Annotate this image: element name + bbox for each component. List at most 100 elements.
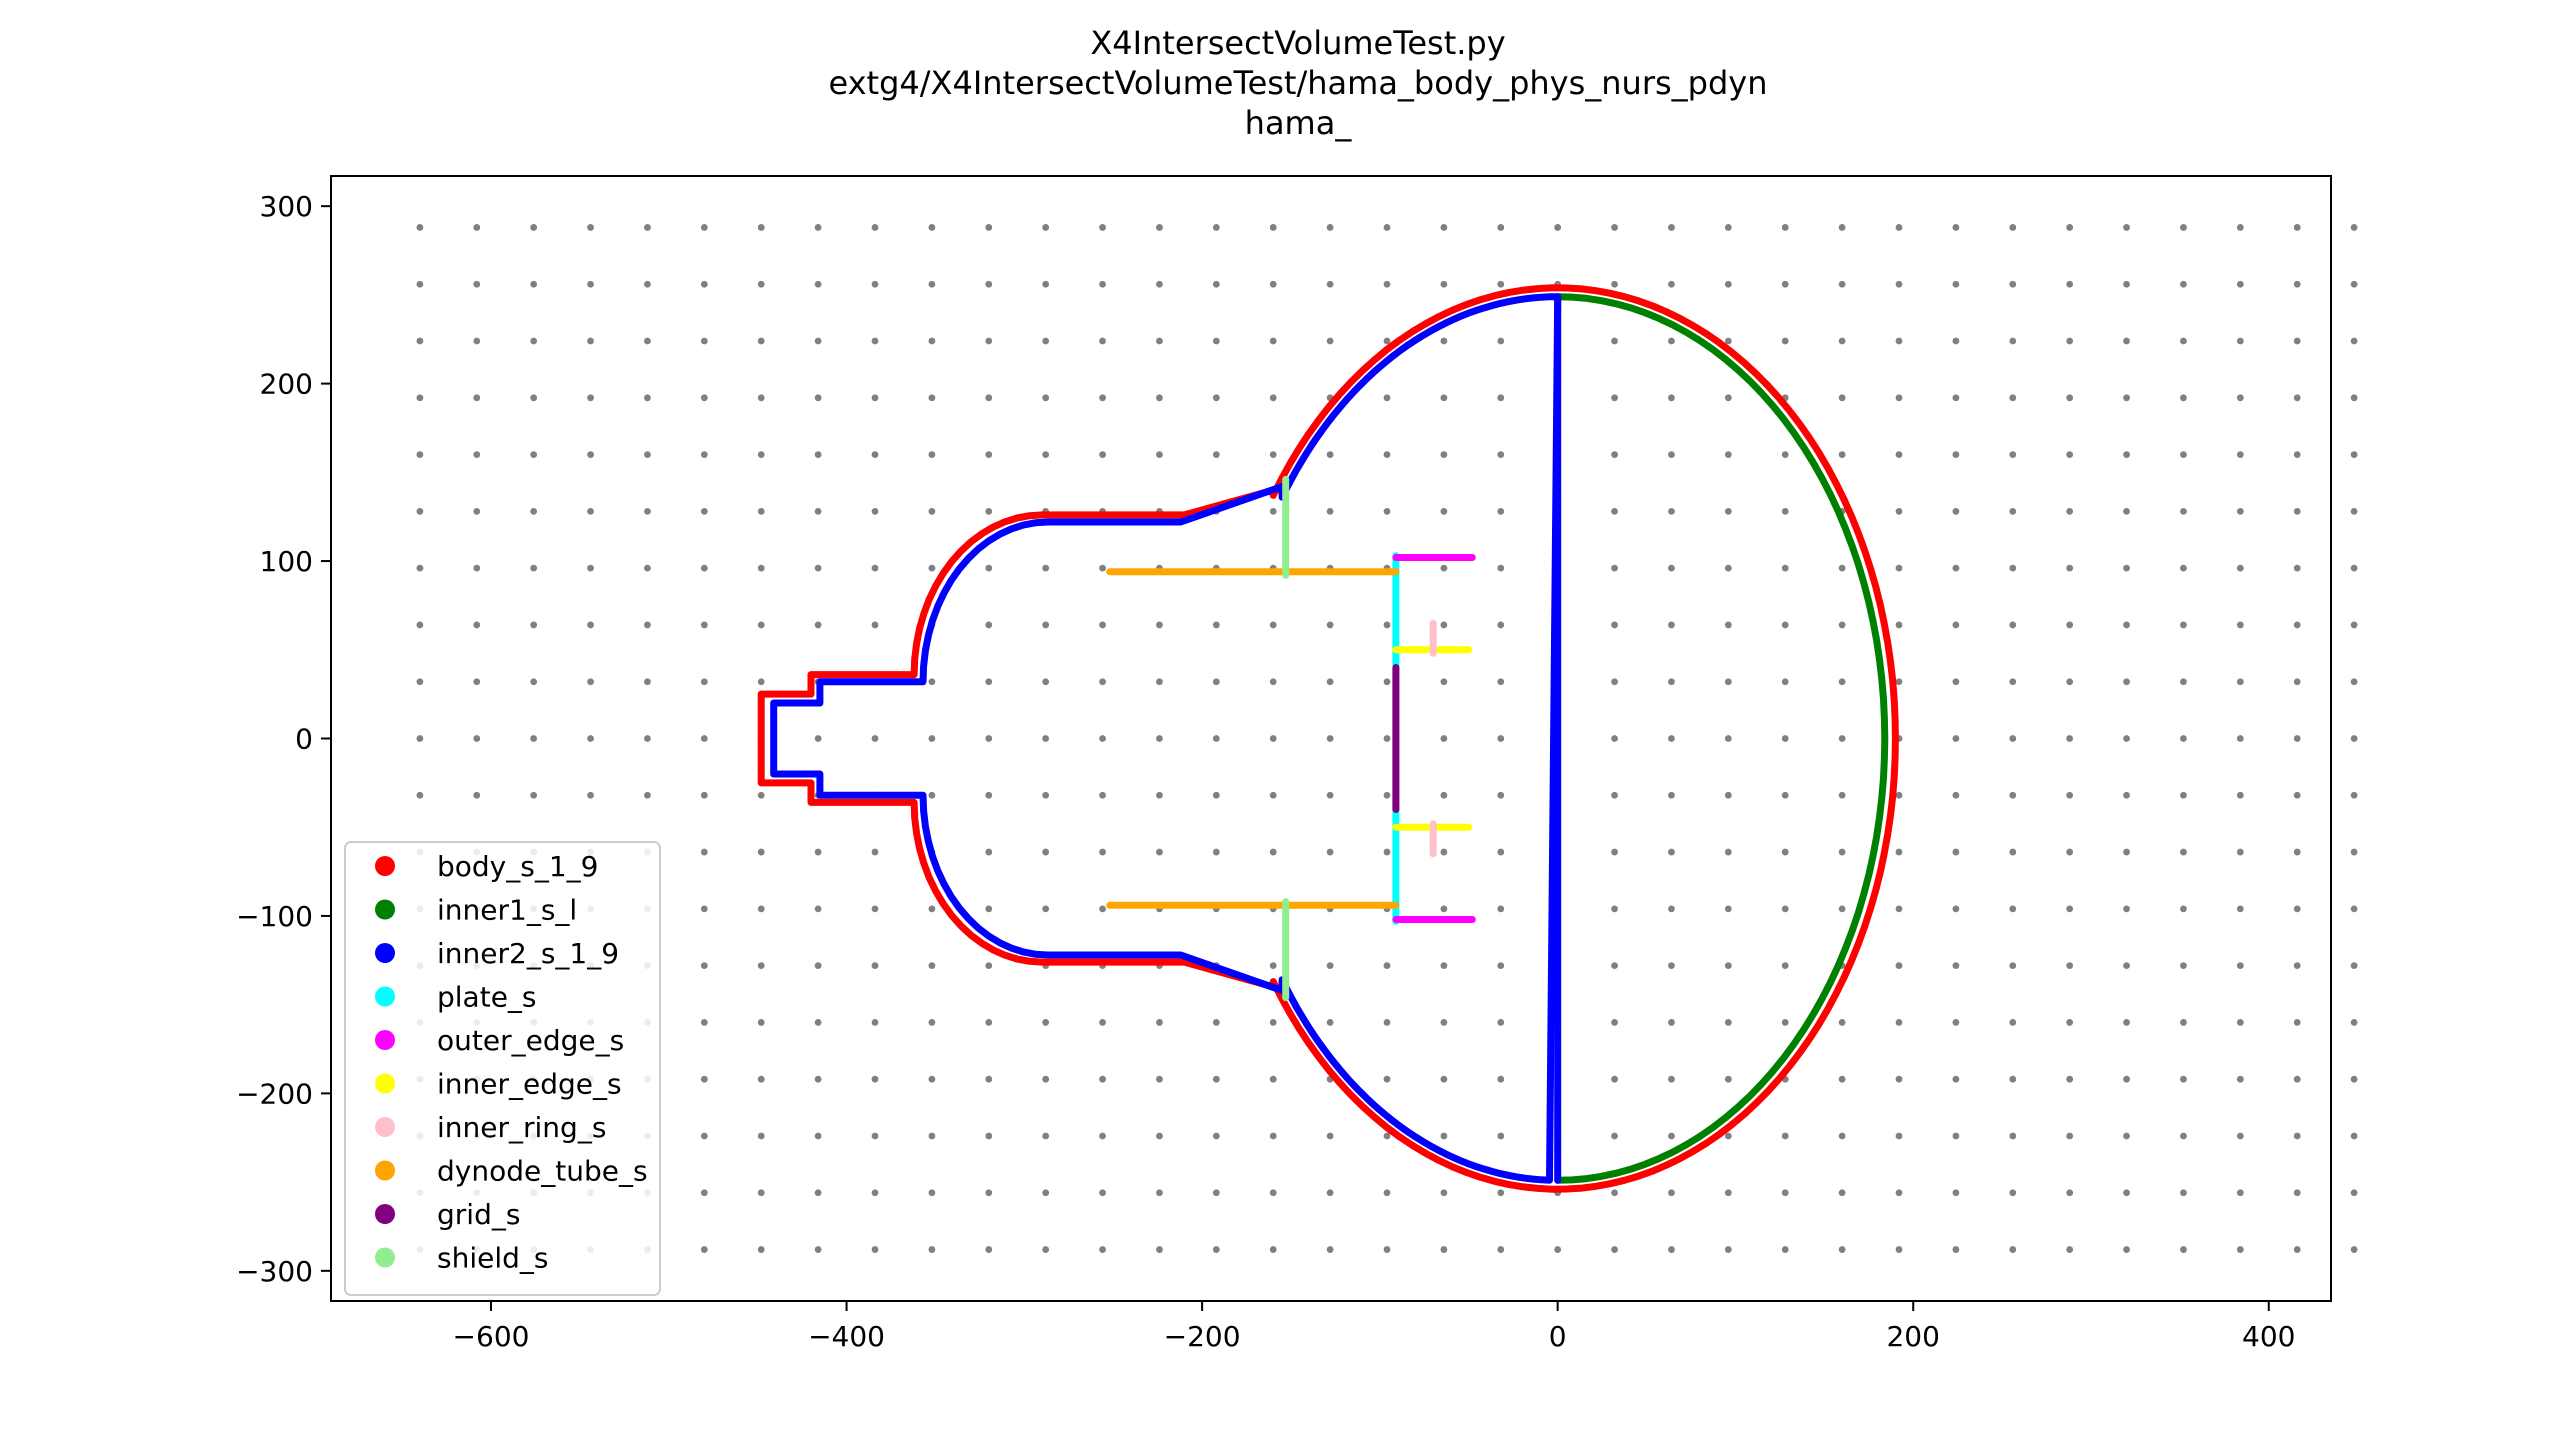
grid-point [700,791,708,799]
grid-point [1781,507,1789,515]
grid-point [1895,224,1903,231]
grid-point [1099,848,1106,856]
grid-point [2009,791,2017,799]
grid-point [1895,962,1903,970]
series-body_s_1_9 [757,284,1899,1193]
grid-point [1611,678,1618,686]
grid-point [1497,224,1505,231]
grid-point [1611,394,1618,402]
grid-point [757,621,765,629]
grid-point [587,394,594,402]
grid-point [1952,905,1960,913]
grid-point [2293,905,2301,913]
grid-point [644,507,651,515]
grid-point [1042,905,1050,913]
grid-point [1269,735,1277,742]
grid-point [2123,337,2130,345]
grid-point [1099,1132,1106,1140]
grid-point [871,905,879,913]
grid-point [2123,1132,2130,1140]
grid-point [1668,621,1675,629]
grid-point [757,905,765,913]
grid-point [2123,848,2130,856]
grid-point [1781,678,1789,686]
grid-point [1895,564,1903,572]
grid-point [2066,1246,2074,1253]
grid-point [1156,621,1163,629]
grid-point [1497,905,1505,913]
grid-point [1668,280,1675,288]
grid-point [1440,791,1448,799]
grid-point [1440,337,1448,345]
grid-point [1099,621,1106,629]
grid-point [1497,451,1505,458]
grid-point [1326,1019,1334,1026]
grid-point [1269,280,1277,288]
grid-point [2236,451,2244,458]
grid-point [871,280,879,288]
grid-point [1668,1246,1675,1253]
grid-point [2009,848,2017,856]
grid-point [1952,1019,1960,1026]
series-inner2_s_1_9 [770,293,1562,1184]
grid-point [1668,735,1675,742]
grid-point [644,280,651,288]
grid-point [1497,507,1505,515]
grid-point [1326,791,1334,799]
title-line-3: hama_ [1245,104,1353,142]
grid-point [2236,962,2244,970]
grid-point [2293,621,2301,629]
grid-point [1212,791,1220,799]
grid-point [1326,962,1334,970]
grid-point [1838,848,1846,856]
grid-point [1269,451,1277,458]
grid-point [928,905,936,913]
grid-point [928,1132,936,1140]
grid-point [1156,1189,1163,1197]
grid-point [1212,337,1220,345]
grid-point [530,678,538,686]
grid-point [1383,394,1391,402]
x-tick-label: −400 [808,1320,885,1353]
grid-point [814,1075,822,1083]
grid-point [1838,1246,1846,1253]
grid-point [2350,791,2358,799]
grid-point [1269,507,1277,515]
grid-point [757,224,765,231]
grid-point [1099,394,1106,402]
y-tick-label: −300 [236,1255,313,1288]
grid-point [2180,280,2187,288]
grid-point [2123,507,2130,515]
grid-point [530,224,538,231]
grid-point [1099,280,1106,288]
x-tick-label: −600 [453,1320,530,1353]
grid-point [1952,507,1960,515]
grid-point [1383,1246,1391,1253]
grid-point [2293,678,2301,686]
grid-point [928,451,936,458]
grid-point [985,337,993,345]
grid-point [587,280,594,288]
grid-point [1724,1246,1732,1253]
legend-marker-inner2_s_1_9 [375,943,395,963]
grid-point [1042,735,1050,742]
grid-point [1895,1075,1903,1083]
grid-point [1269,791,1277,799]
grid-point [1212,1019,1220,1026]
grid-point [928,394,936,402]
grid-point [1326,337,1334,345]
grid-point [1724,678,1732,686]
grid-point [473,735,481,742]
grid-point [473,678,481,686]
grid-point [1611,564,1618,572]
grid-point [473,507,481,515]
grid-point [814,224,822,231]
grid-point [1269,337,1277,345]
grid-point [644,451,651,458]
grid-point [1326,848,1334,856]
grid-point [1269,848,1277,856]
grid-point [1042,1189,1050,1197]
grid-point [1838,451,1846,458]
grid-point [928,678,936,686]
grid-point [2180,1019,2187,1026]
